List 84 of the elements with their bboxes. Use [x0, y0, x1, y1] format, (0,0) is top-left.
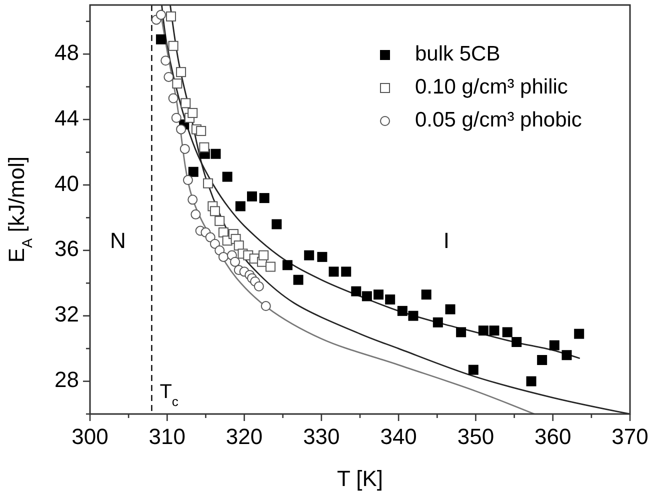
- point: [182, 175, 193, 186]
- point: [230, 256, 240, 267]
- x-tick-label: 360: [534, 424, 572, 449]
- x-tick-label: 320: [226, 424, 263, 449]
- x-tick-label: 350: [457, 424, 494, 449]
- y-tick-label: 40: [54, 170, 79, 196]
- point: [266, 262, 276, 272]
- point: [188, 194, 198, 205]
- point: [176, 67, 186, 78]
- point: [537, 355, 548, 366]
- point: [199, 142, 210, 152]
- point: [512, 337, 522, 348]
- point: [397, 306, 408, 316]
- annotation: I: [443, 228, 450, 254]
- annotation: N: [110, 228, 126, 254]
- point: [526, 376, 536, 386]
- point: [222, 172, 232, 182]
- point: [172, 78, 182, 89]
- point: [385, 294, 396, 304]
- point: [362, 291, 372, 302]
- point: [259, 193, 270, 204]
- point: [168, 40, 178, 51]
- point: [176, 124, 186, 134]
- legend-label: bulk 5CB: [415, 42, 500, 66]
- x-tick-label: 300: [72, 424, 108, 449]
- point: [328, 266, 339, 277]
- point: [272, 219, 282, 230]
- point: [432, 317, 443, 328]
- x-tick-label: 310: [148, 424, 186, 449]
- y-tick-label: 32: [54, 302, 79, 327]
- point: [282, 260, 292, 270]
- point: [549, 340, 560, 350]
- point: [218, 252, 228, 262]
- point: [156, 34, 166, 44]
- point: [188, 108, 198, 118]
- point: [445, 304, 456, 314]
- point: [502, 327, 512, 338]
- point: [247, 191, 257, 202]
- y-tick-label: 36: [54, 236, 79, 262]
- ref-line-label: T$_{c}$: [160, 381, 179, 408]
- point: [235, 201, 246, 212]
- point: [171, 112, 182, 123]
- y-tick-label: 44: [54, 105, 79, 130]
- point: [456, 327, 466, 338]
- point: [164, 72, 174, 82]
- point: [562, 350, 572, 360]
- point: [304, 250, 314, 260]
- point: [210, 206, 220, 216]
- point: [254, 281, 264, 292]
- point: [468, 364, 478, 375]
- y-tick-label: 28: [54, 367, 79, 392]
- point: [258, 250, 269, 260]
- x-tick-label: 340: [380, 424, 417, 449]
- point: [156, 10, 166, 20]
- point: [166, 11, 176, 22]
- point: [205, 232, 216, 242]
- point: [210, 238, 220, 249]
- x-axis-title: T [K]: [336, 466, 384, 491]
- point: [374, 290, 384, 300]
- point: [351, 286, 362, 296]
- point: [160, 56, 171, 66]
- point: [214, 216, 225, 226]
- point: [196, 126, 206, 136]
- legend-label: 0.10 g/cm³ philic: [415, 76, 568, 99]
- point: [180, 98, 191, 108]
- point: [408, 310, 418, 321]
- y-tick-label: 48: [54, 40, 79, 65]
- x-tick-label: 370: [612, 424, 648, 449]
- x-tick-label: 330: [303, 424, 340, 449]
- point: [293, 274, 304, 285]
- legend-label: 0.05 g/cm³ phobic: [415, 108, 582, 132]
- point: [574, 328, 584, 339]
- point: [489, 326, 500, 336]
- point: [478, 326, 488, 336]
- point: [421, 290, 432, 300]
- point: [210, 148, 221, 159]
- point: [317, 252, 328, 262]
- point: [190, 209, 201, 220]
- point: [180, 144, 190, 154]
- point: [203, 178, 214, 188]
- point: [341, 266, 352, 277]
- point: [168, 93, 178, 104]
- point: [260, 301, 271, 312]
- point: [188, 166, 198, 177]
